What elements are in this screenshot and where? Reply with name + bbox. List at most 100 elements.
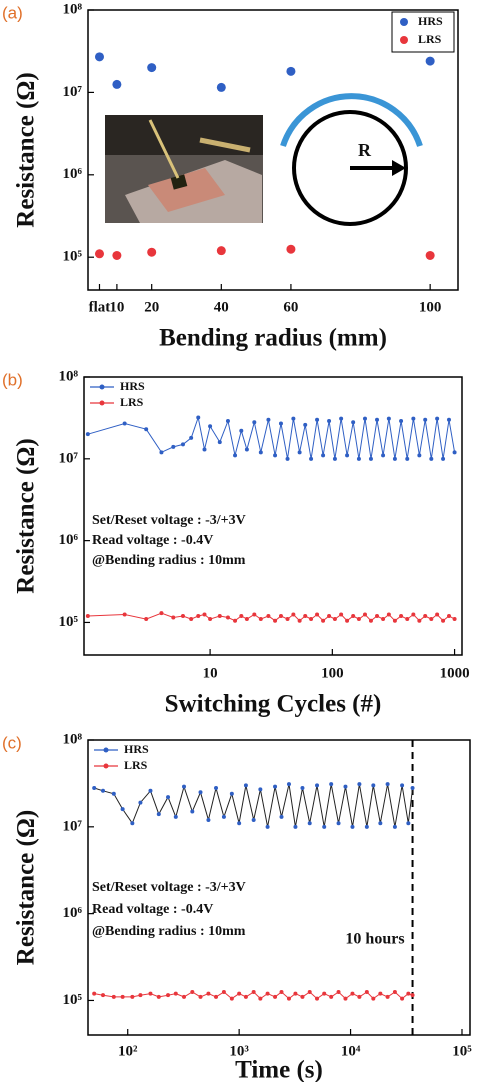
- data-point: [258, 996, 263, 1001]
- data-point: [156, 994, 161, 999]
- data-point: [364, 990, 369, 995]
- data-point: [130, 821, 135, 826]
- data-point: [225, 615, 230, 620]
- data-point: [182, 994, 187, 999]
- x-tick-label: 10⁵: [452, 1043, 472, 1059]
- data-point: [446, 417, 451, 422]
- data-point: [356, 456, 361, 461]
- y-tick-label: 10⁷: [59, 450, 79, 466]
- data-point: [386, 416, 391, 421]
- series-line: [87, 415, 456, 459]
- data-point: [144, 427, 149, 432]
- data-point: [385, 994, 390, 999]
- x-tick-label: 10³: [229, 1043, 249, 1059]
- data-point: [147, 63, 157, 73]
- data-point: [112, 79, 122, 89]
- data-point: [148, 788, 153, 793]
- data-point: [85, 613, 90, 618]
- y-tick-label: 10⁶: [63, 166, 83, 182]
- data-point: [392, 824, 397, 829]
- data-point: [173, 814, 178, 819]
- data-point: [180, 613, 185, 618]
- data-point: [406, 821, 411, 826]
- data-point: [399, 613, 404, 618]
- data-point: [122, 612, 127, 617]
- data-point: [196, 613, 201, 618]
- inset-photo: [105, 115, 263, 223]
- data-point: [351, 613, 356, 618]
- x-tick-label: 10⁴: [341, 1043, 361, 1059]
- data-point: [190, 809, 195, 814]
- data-point: [378, 821, 383, 826]
- legend-label: LRS: [418, 32, 442, 46]
- data-point: [441, 618, 446, 623]
- data-point: [221, 814, 226, 819]
- data-point: [315, 996, 320, 1001]
- data-point: [159, 611, 164, 616]
- panel-label: (a): [2, 3, 23, 22]
- data-point: [111, 791, 116, 796]
- data-point: [252, 612, 257, 617]
- data-point: [233, 453, 238, 458]
- x-axis-title: Time (s): [235, 1057, 323, 1082]
- data-point: [322, 991, 327, 996]
- data-point: [425, 56, 435, 66]
- data-point: [244, 617, 249, 622]
- annotation: @Bending radius : 10mm: [92, 553, 246, 568]
- x-axis-title: Switching Cycles (#): [165, 691, 382, 718]
- data-point: [189, 617, 194, 622]
- data-point: [332, 617, 337, 622]
- bending-diagram: [280, 93, 423, 226]
- data-point: [258, 450, 263, 455]
- data-point: [375, 417, 380, 422]
- data-point: [411, 416, 416, 421]
- reference-label: 10 hours: [345, 931, 404, 948]
- data-point: [343, 996, 348, 1001]
- data-point: [392, 456, 397, 461]
- data-point: [423, 417, 428, 422]
- data-point: [85, 432, 90, 437]
- data-point: [214, 994, 219, 999]
- data-point: [371, 996, 376, 1001]
- data-point: [208, 424, 213, 429]
- chart-panel: (b) 10⁵ 10⁶ 10⁷ 10⁸ 10 100 1000 Switching Cycles…: [2, 368, 470, 717]
- data-point: [190, 990, 195, 995]
- data-point: [321, 453, 326, 458]
- data-point: [221, 990, 226, 995]
- data-point: [237, 821, 242, 826]
- data-point: [217, 613, 222, 618]
- data-point: [171, 444, 176, 449]
- data-point: [159, 450, 164, 455]
- y-tick-label: 10⁶: [63, 905, 83, 921]
- data-point: [339, 416, 344, 421]
- data-point: [327, 418, 332, 423]
- data-point: [144, 617, 149, 622]
- data-point: [405, 456, 410, 461]
- annotation: R: [358, 140, 372, 160]
- data-point: [362, 416, 367, 421]
- data-point: [350, 824, 355, 829]
- data-point: [92, 785, 97, 790]
- data-point: [423, 613, 428, 618]
- data-point: [286, 66, 296, 76]
- data-point: [452, 617, 457, 622]
- data-point: [406, 991, 411, 996]
- data-point: [120, 994, 125, 999]
- data-point: [322, 824, 327, 829]
- x-tick-label: 1000: [440, 665, 470, 681]
- data-point: [307, 821, 312, 826]
- data-point: [368, 456, 373, 461]
- data-point: [229, 996, 234, 1001]
- data-point: [202, 447, 207, 452]
- data-point: [273, 784, 278, 789]
- legend-marker: [103, 747, 109, 753]
- data-point: [364, 824, 369, 829]
- y-axis-title: Resistance (Ω): [13, 810, 40, 965]
- annotation: @Bending radius : 10mm: [92, 924, 246, 939]
- data-point: [303, 613, 308, 618]
- data-point: [196, 415, 201, 420]
- data-point: [233, 618, 238, 623]
- data-point: [417, 618, 422, 623]
- data-point: [315, 783, 320, 788]
- data-point: [336, 990, 341, 995]
